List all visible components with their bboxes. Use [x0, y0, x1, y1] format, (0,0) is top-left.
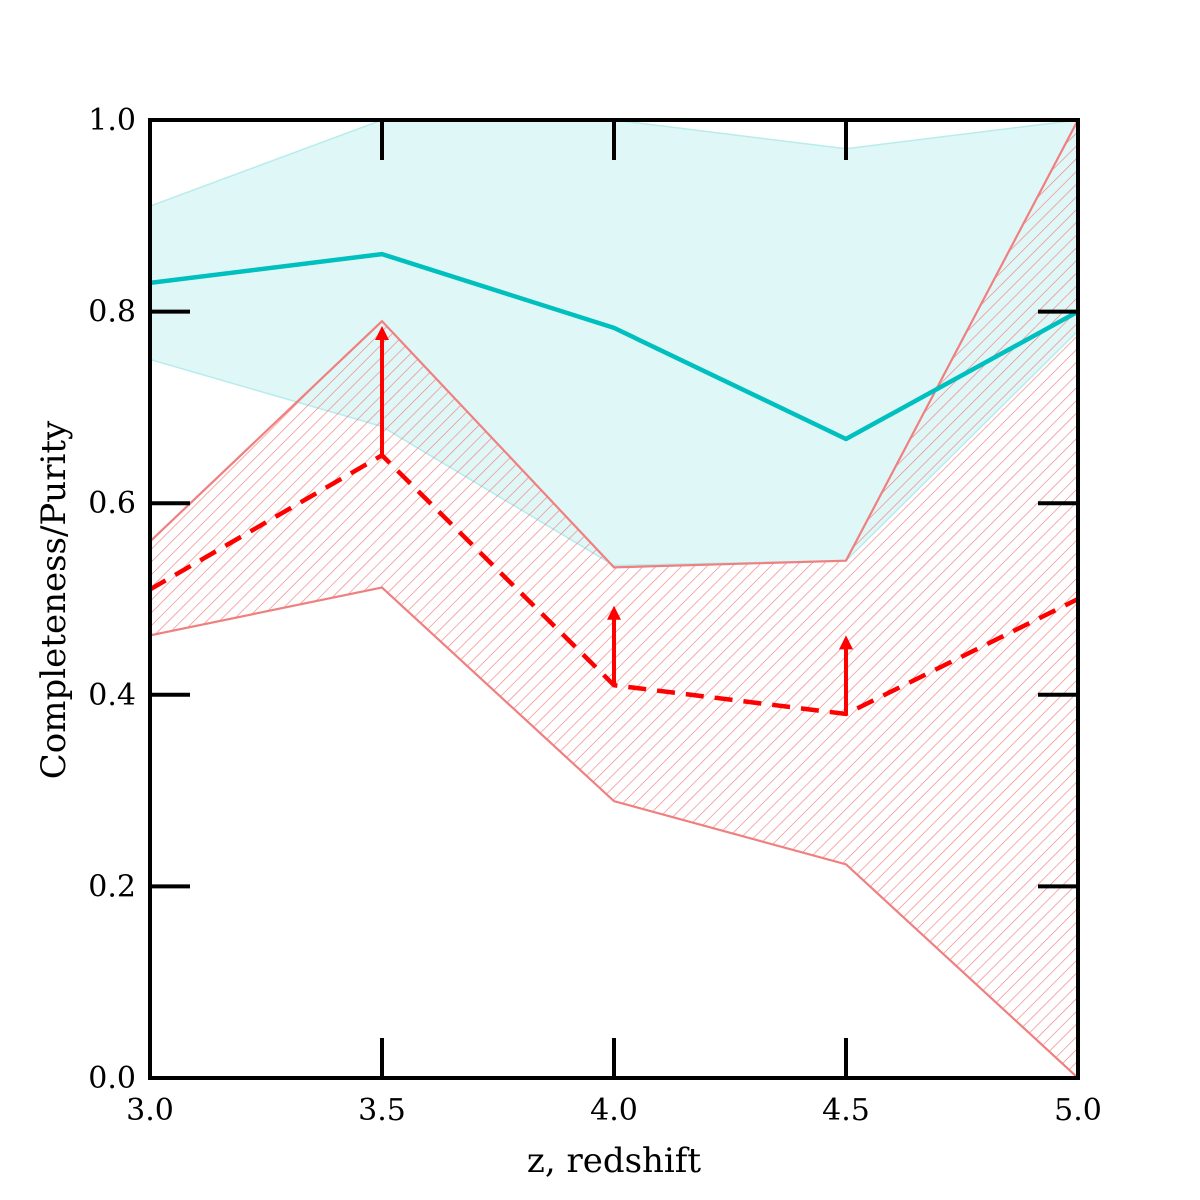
- x-tick-label: 5.0: [1054, 1093, 1102, 1128]
- completeness-line: [150, 251, 1078, 442]
- lower-limit-arrow: [839, 635, 853, 714]
- y-tick-label: 0.6: [88, 486, 136, 521]
- y-tick-labels: 0.0 0.2 0.4 0.6 0.8 1.0: [88, 103, 136, 1096]
- x-axis-label: z, redshift: [527, 1141, 701, 1181]
- lower-limit-arrow: [607, 605, 621, 686]
- y-tick-label: 0.0: [88, 1061, 136, 1096]
- x-tick-label: 4.5: [822, 1093, 870, 1128]
- lower-limit-arrow: [375, 325, 389, 456]
- axis-ticks: [150, 120, 1078, 1078]
- y-tick-label: 0.2: [88, 869, 136, 904]
- x-tick-label: 3.5: [358, 1093, 406, 1128]
- plot-frame: [148, 118, 1080, 1080]
- lower-limit-arrows: [375, 325, 853, 714]
- x-tick-label: 3.0: [126, 1093, 174, 1128]
- purity-band-upper-edge: [150, 120, 1078, 569]
- y-tick-label: 1.0: [88, 103, 136, 138]
- y-tick-label: 0.4: [88, 678, 136, 713]
- y-tick-label: 0.8: [88, 295, 136, 330]
- y-axis-label: Completeness/Purity: [34, 420, 74, 779]
- x-tick-label: 4.0: [590, 1093, 638, 1128]
- x-tick-labels: 3.0 3.5 4.0 4.5 5.0: [126, 1093, 1102, 1128]
- plot-area: [150, 120, 1078, 1078]
- purity-band-lower-edge: [150, 586, 1078, 1078]
